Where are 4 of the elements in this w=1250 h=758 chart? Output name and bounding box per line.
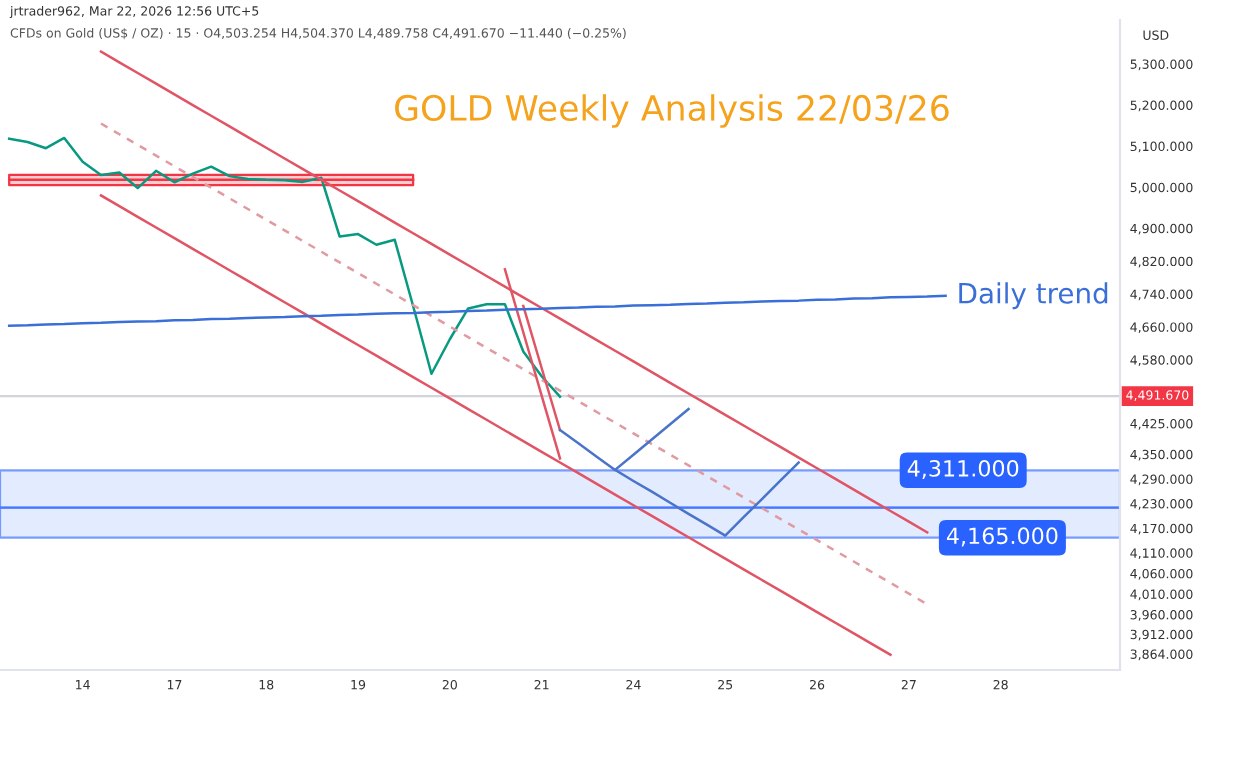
band-label: 4,311.000: [907, 459, 1019, 480]
text: GOLD Weekly Analysis 22/03/26: [395, 94, 949, 128]
series-label: Daily trend: [959, 282, 1108, 310]
band-label: 4,165.000: [946, 527, 1058, 547]
